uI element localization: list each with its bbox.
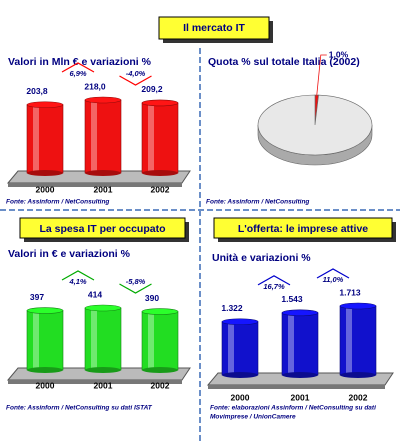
bar (141, 102, 179, 174)
bar-bottom (142, 367, 178, 373)
bar-bottom (222, 372, 258, 378)
change-label: 16,7% (263, 282, 285, 291)
bar (281, 312, 319, 376)
bar-top (26, 307, 64, 314)
source-note: Fonte: Assinform / NetConsulting (6, 199, 109, 206)
pie-slice (257, 94, 373, 156)
change-label: -4,0% (126, 69, 146, 78)
leader-line (316, 54, 327, 96)
bar-highlight (33, 310, 39, 370)
change-arrow (61, 270, 95, 281)
value-label: 1.543 (281, 294, 303, 304)
change-label: 11,0% (323, 275, 344, 284)
bar (339, 305, 377, 376)
change-arrow (61, 62, 95, 73)
platform-edge (8, 183, 182, 187)
chart-title: Valori in € e variazioni % (8, 248, 131, 260)
bar-highlight (148, 311, 154, 370)
value-label: 1,0% (329, 49, 349, 59)
bar-bottom (27, 367, 63, 373)
chart-title: Unità e variazioni % (212, 252, 311, 264)
x-tick-label: 2001 (291, 392, 310, 402)
source-note: Movimprese / UnionCamere (210, 414, 296, 421)
bar-top (84, 304, 122, 312)
bar (221, 321, 259, 376)
source-note: Fonte: elaborazioni Assinform / NetConsu… (210, 405, 376, 412)
change-label: 6,9% (69, 69, 86, 78)
bar-highlight (346, 306, 352, 375)
x-tick-label: 2000 (231, 392, 250, 402)
bar-bottom (142, 170, 178, 176)
chart-title: Quota % sul totale Italia (2002) (208, 56, 360, 68)
bar-top (141, 99, 179, 107)
change-arrow (119, 75, 152, 86)
bar (26, 104, 64, 174)
value-label: 218,0 (84, 81, 106, 91)
source-note: Fonte: Assinform / NetConsulting (206, 199, 309, 206)
bar-top (281, 309, 319, 317)
bar-highlight (33, 104, 39, 173)
bar-highlight (288, 312, 294, 375)
bar-highlight (91, 308, 97, 370)
change-label: -5,8% (126, 277, 146, 286)
bar (26, 310, 64, 371)
title-box (158, 16, 270, 40)
bar-highlight (91, 100, 97, 173)
bar-bottom (85, 170, 121, 176)
change-label: 4,1% (68, 277, 86, 286)
bar-bottom (85, 367, 121, 373)
value-label: 1.322 (221, 303, 243, 313)
source-note: Fonte: Assinform / NetConsulting su dati… (6, 405, 153, 412)
section-box (213, 217, 393, 239)
section-title: La spesa IT per occupato (39, 223, 165, 235)
x-tick-label: 2002 (349, 392, 368, 402)
value-label: 390 (145, 293, 159, 303)
change-arrow (257, 275, 291, 286)
x-tick-label: 2000 (36, 380, 55, 390)
x-tick-label: 2002 (151, 380, 170, 390)
platform-edge (208, 385, 385, 389)
bar-top (221, 318, 259, 326)
bar (141, 311, 179, 371)
change-arrow (119, 283, 152, 294)
bar-top (26, 101, 64, 109)
platform-edge (8, 380, 182, 384)
bar-bottom (282, 372, 318, 378)
bar-bottom (340, 372, 376, 378)
value-label: 209,2 (141, 84, 163, 94)
value-label: 414 (88, 289, 102, 299)
value-label: 203,8 (26, 86, 48, 96)
value-label: 1.713 (339, 287, 361, 297)
bar (84, 307, 122, 371)
bar-highlight (228, 321, 234, 375)
bar-top (339, 302, 377, 310)
bar-top (84, 96, 122, 104)
value-label: 397 (30, 292, 44, 302)
x-tick-label: 2001 (94, 380, 113, 390)
x-tick-label: 2001 (94, 184, 113, 194)
x-tick-label: 2002 (151, 184, 170, 194)
bar-top (141, 308, 179, 315)
section-box (19, 217, 186, 239)
chart-title: Valori in Mln € e variazioni % (8, 56, 152, 68)
bar (84, 99, 122, 174)
page-title: Il mercato IT (183, 22, 245, 34)
change-arrow (316, 268, 350, 279)
bar-bottom (27, 170, 63, 176)
x-tick-label: 2000 (36, 184, 55, 194)
section-title: L'offerta: le imprese attive (238, 223, 368, 235)
bar-highlight (148, 102, 154, 173)
